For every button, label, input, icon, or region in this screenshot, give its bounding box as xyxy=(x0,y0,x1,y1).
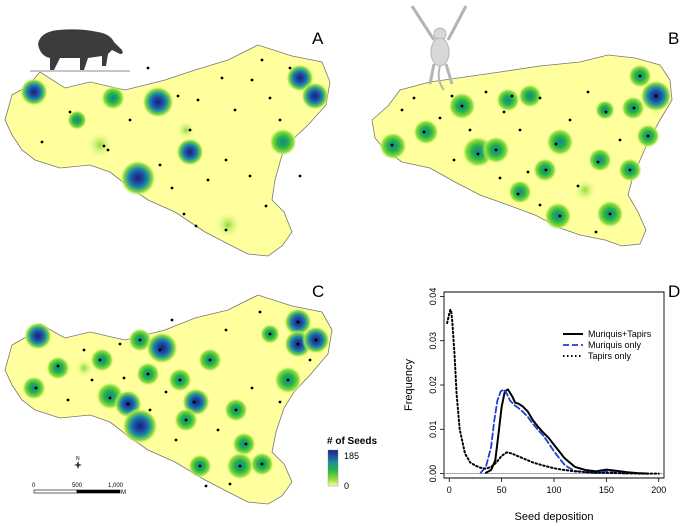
scale-tick-0: 0 xyxy=(32,483,36,489)
legend-entry-muriquis-only: Muriquis only xyxy=(588,340,642,350)
x-tick-label: 0 xyxy=(447,485,452,495)
y-tick-label: 0.01 xyxy=(428,421,438,439)
north-label: N xyxy=(76,456,80,462)
region-outline-c xyxy=(4,294,333,505)
scale-bar: 0 500 1,000 M xyxy=(32,483,126,496)
panel-c-map: C xyxy=(4,282,333,505)
x-tick-label: 50 xyxy=(497,485,507,495)
y-tick-label: 0.04 xyxy=(428,288,438,306)
y-tick-label: 0.03 xyxy=(428,332,438,350)
sample-points-a xyxy=(40,58,302,232)
x-axis-label: Seed deposition xyxy=(515,511,594,523)
panel-label-b: B xyxy=(668,29,679,48)
tapir-icon xyxy=(30,29,130,72)
region-outline-a xyxy=(4,44,331,257)
sample-points-b xyxy=(390,74,658,234)
y-axis-label: Frequency xyxy=(403,359,415,411)
legend-entry-muriquis-tapirs: Muriquis+Tapirs xyxy=(588,329,652,339)
y-axis: 0.00 0.01 0.02 0.03 0.04 xyxy=(428,288,444,483)
legend-entry-tapirs-only: Tapirs only xyxy=(588,351,632,361)
legend-title: # of Seeds xyxy=(327,436,377,447)
sample-points-c xyxy=(34,310,318,488)
north-arrow-icon: N xyxy=(74,456,82,469)
scale-tick-500: 500 xyxy=(72,483,83,489)
x-tick-label: 200 xyxy=(651,485,666,495)
region-outline-b xyxy=(371,54,673,247)
series-line-muriquis-tapirs xyxy=(484,388,650,475)
series-layer xyxy=(446,308,660,475)
panel-b-map: B xyxy=(371,5,679,247)
panel-a-map: A xyxy=(4,29,331,257)
panel-label-d: D xyxy=(668,282,680,301)
x-axis: 0 50 100 150 200 xyxy=(447,478,666,495)
scale-tick-1000: 1,000 xyxy=(108,483,124,489)
legend-max-label: 185 xyxy=(344,451,359,461)
panel-d-chart: D 0.00 0.01 0.02 0.03 0.04 0 50 100 150 200 Freq… xyxy=(403,282,680,523)
x-tick-label: 100 xyxy=(546,485,561,495)
x-tick-label: 150 xyxy=(599,485,614,495)
y-tick-label: 0.02 xyxy=(428,376,438,394)
heat-spots-a xyxy=(20,64,329,239)
legend-min-label: 0 xyxy=(344,481,349,491)
series-line-muriquis-only xyxy=(479,388,629,475)
y-tick-label: 0.00 xyxy=(428,465,438,483)
scale-unit: M xyxy=(121,490,126,496)
panel-label-a: A xyxy=(312,29,324,48)
plot-frame xyxy=(443,291,665,479)
series-line-tapirs-only xyxy=(446,308,660,475)
muriqui-monkey-icon xyxy=(410,5,468,91)
panel-label-c: C xyxy=(312,282,324,301)
seed-count-legend: # of Seeds 185 0 xyxy=(327,436,377,491)
legend-colorbar xyxy=(327,449,339,487)
